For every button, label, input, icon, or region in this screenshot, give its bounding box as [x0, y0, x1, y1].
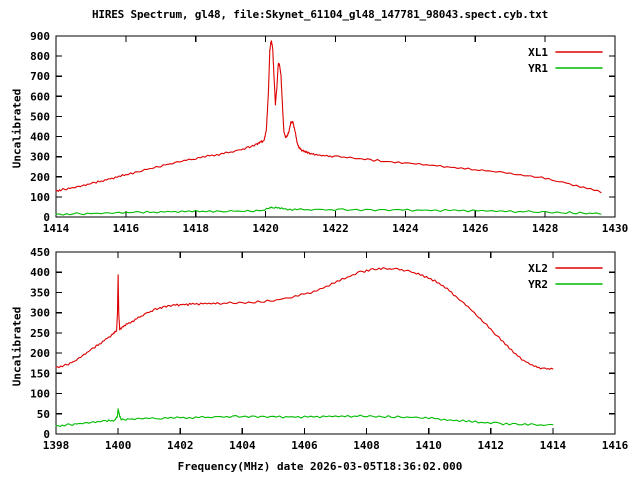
y-tick-label: 500 — [30, 110, 50, 123]
x-tick-label: 1406 — [291, 439, 318, 452]
x-tick-label: 1412 — [478, 439, 505, 452]
y-tick-label: 150 — [30, 367, 50, 380]
y-tick-label: 100 — [30, 388, 50, 401]
bottom-panel-y-axis-label: Uncalibrated — [10, 306, 24, 387]
y-tick-label: 800 — [30, 50, 50, 63]
x-tick-label: 1426 — [462, 222, 489, 235]
series-yr1 — [55, 206, 602, 216]
x-axis-label: Frequency(MHz) date 2026-03-05T18:36:02.… — [177, 460, 463, 473]
x-tick-label: 1424 — [392, 222, 419, 235]
y-tick-label: 300 — [30, 307, 50, 320]
y-tick-label: 350 — [30, 286, 50, 299]
top-panel-y-axis-label: Uncalibrated — [10, 88, 24, 169]
y-tick-label: 0 — [43, 211, 50, 224]
y-tick-label: 450 — [30, 246, 50, 259]
x-tick-label: 1402 — [167, 439, 194, 452]
legend-label-yr2: YR2 — [528, 278, 548, 291]
y-tick-label: 200 — [30, 347, 50, 360]
x-tick-label: 1414 — [43, 222, 70, 235]
y-tick-label: 250 — [30, 327, 50, 340]
x-tick-label: 1416 — [113, 222, 140, 235]
x-tick-label: 1430 — [602, 222, 629, 235]
y-tick-label: 400 — [30, 131, 50, 144]
y-tick-label: 300 — [30, 151, 50, 164]
x-tick-label: 1408 — [353, 439, 380, 452]
legend-label-xl2: XL2 — [528, 262, 548, 275]
bottom-panel-plot: 1398 1400 1402 1404 1406 1408 1410 1412 1414 1416… — [30, 246, 628, 452]
x-tick-label: 1398 — [43, 439, 70, 452]
series-xl2 — [55, 267, 554, 370]
x-tick-label: 1400 — [105, 439, 132, 452]
y-tick-label: 400 — [30, 266, 50, 279]
y-tick-label: 900 — [30, 30, 50, 43]
legend-label-xl1: XL1 — [528, 46, 548, 59]
x-tick-label: 1414 — [540, 439, 567, 452]
x-tick-label: 1422 — [322, 222, 349, 235]
y-tick-label: 50 — [37, 408, 50, 421]
plot-frame — [55, 251, 616, 435]
y-tick-label: 600 — [30, 90, 50, 103]
x-tick-label: 1410 — [415, 439, 442, 452]
x-tick-label: 1416 — [602, 439, 629, 452]
y-tick-label: 700 — [30, 70, 50, 83]
series-xl1 — [55, 40, 602, 194]
x-tick-label: 1418 — [183, 222, 210, 235]
x-tick-label: 1428 — [532, 222, 559, 235]
top-panel-plot: 1414 1416 1418 1420 1422 1424 1426 1428 1430 0 100… — [30, 30, 628, 235]
series-yr2 — [55, 408, 554, 428]
x-tick-label: 1420 — [252, 222, 279, 235]
legend-label-yr1: YR1 — [528, 62, 548, 75]
y-tick-label: 100 — [30, 191, 50, 204]
page-title: HIRES Spectrum, gl48, file:Skynet_61104_… — [91, 8, 548, 21]
y-tick-label: 200 — [30, 171, 50, 184]
x-tick-label: 1404 — [229, 439, 256, 452]
y-tick-label: 0 — [43, 428, 50, 441]
